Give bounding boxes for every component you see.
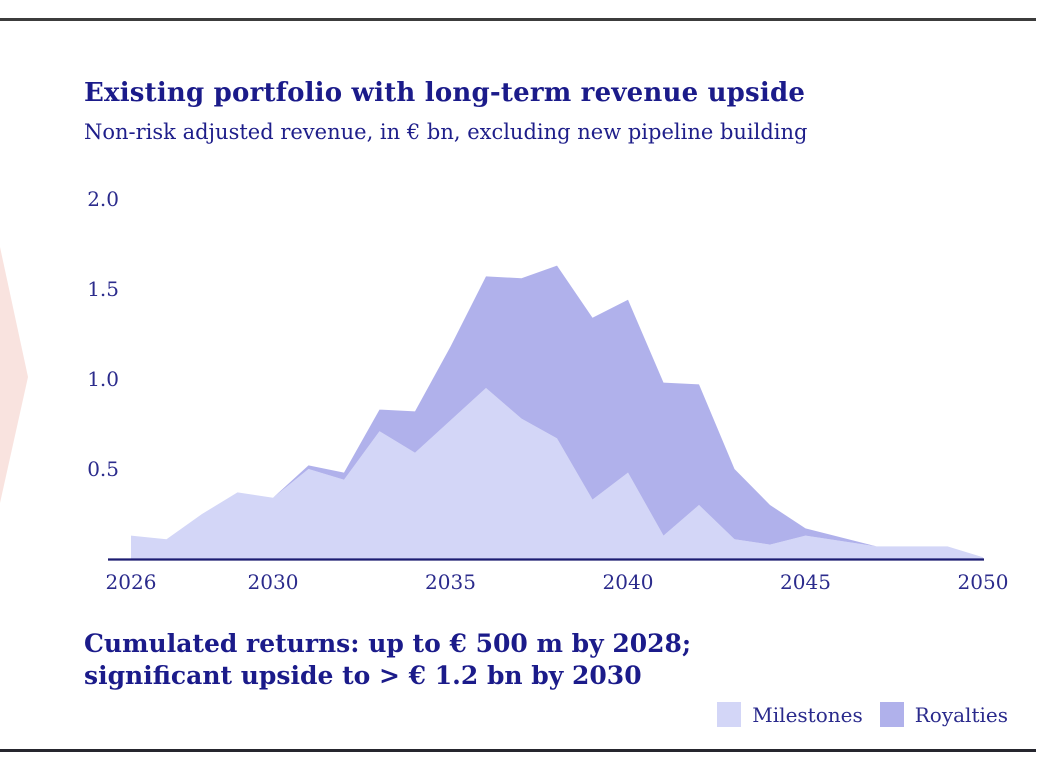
- y-tick-label: 2.0: [87, 187, 119, 211]
- top-rule: [0, 18, 1036, 21]
- x-tick-label: 2050: [958, 570, 1009, 594]
- y-tick-label: 1.5: [87, 277, 119, 301]
- x-tick-label: 2040: [603, 570, 654, 594]
- x-tick-label: 2035: [425, 570, 476, 594]
- y-axis-tick-labels: 0.5 1.0 1.5 2.0: [87, 187, 119, 481]
- royalties-area: [131, 265, 983, 558]
- callout-line-2: significant upside to > € 1.2 bn by 2030: [84, 661, 642, 690]
- chart-legend: Milestones Royalties: [717, 702, 1008, 727]
- legend-label-milestones: Milestones: [752, 702, 863, 727]
- chart-subtitle: Non-risk adjusted revenue, in € bn, excl…: [84, 120, 808, 144]
- legend-label-royalties: Royalties: [914, 702, 1008, 727]
- royalties-swatch: [879, 702, 904, 727]
- milestones-area: [131, 388, 983, 559]
- callout-line-1: Cumulated returns: up to € 500 m by 2028…: [84, 629, 692, 658]
- x-tick-label: 2030: [248, 570, 299, 594]
- callout: Cumulated returns: up to € 500 m by 2028…: [84, 628, 691, 692]
- x-tick-label: 2026: [106, 570, 157, 594]
- chevron-shape: [0, 247, 28, 503]
- x-tick-label: 2045: [780, 570, 831, 594]
- y-tick-label: 0.5: [87, 457, 119, 481]
- chart-title: Existing portfolio with long-term revenu…: [84, 78, 806, 108]
- bottom-rule: [0, 749, 1036, 752]
- legend-item-milestones: Milestones: [717, 702, 863, 727]
- x-axis-tick-labels: 2026 2030 2035 2040 2045 2050: [106, 570, 1009, 594]
- legend-item-royalties: Royalties: [879, 702, 1008, 727]
- milestones-swatch: [717, 702, 742, 727]
- y-tick-label: 1.0: [87, 367, 119, 391]
